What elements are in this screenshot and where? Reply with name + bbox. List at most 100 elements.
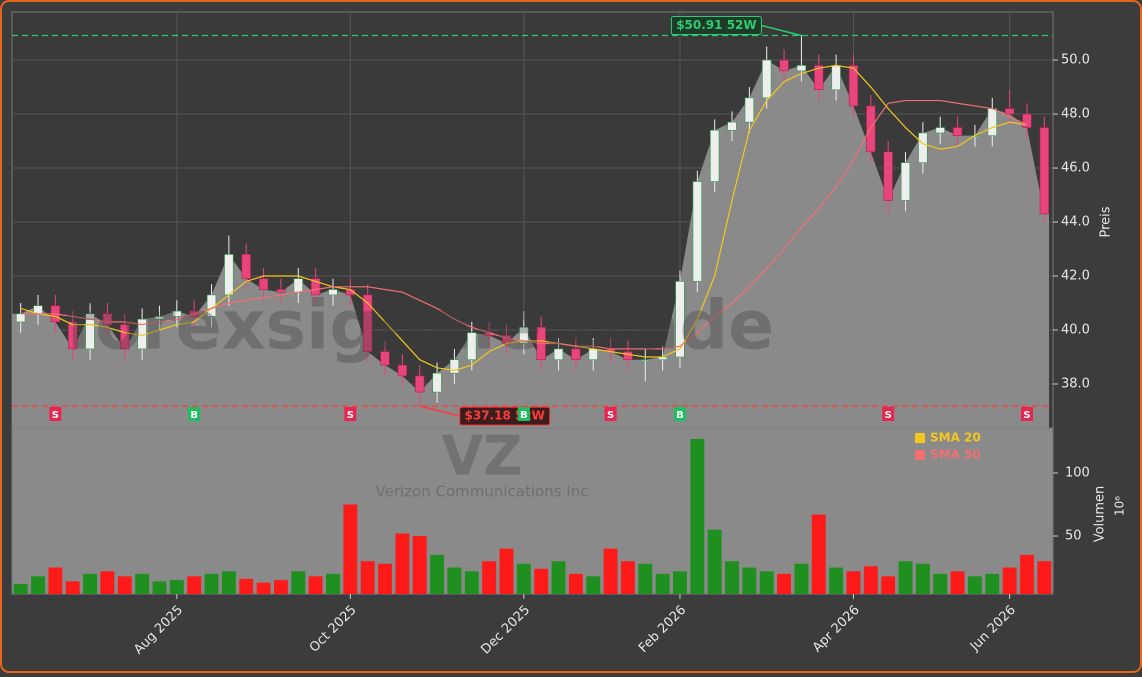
candle-body [796,65,807,72]
candle-body [553,348,564,361]
volume-bar [378,563,392,594]
volume-bar [291,571,306,594]
candle-body [16,313,26,323]
price-area [12,60,1049,429]
volume-axis-label: Volumen [1093,486,1108,543]
volume-bar [967,576,982,594]
signal-marker [49,407,62,421]
volume-bar [638,563,653,594]
signal-label: B [190,410,198,421]
volume-bar [829,567,844,594]
candle-body [623,351,633,361]
candle-body [571,348,581,361]
y-tick-label: 40.0 [1061,323,1090,338]
signal-marker [673,407,686,421]
volume-bar [83,573,98,594]
volume-bar [690,438,705,594]
candle-body [68,321,78,350]
candle-body [744,97,755,123]
volume-bar [725,561,739,594]
volume-bar [31,576,45,594]
volume-bar [447,567,462,594]
candle-body [363,294,373,352]
candle-body [883,151,893,201]
candle-body [831,65,841,91]
volume-bar [551,561,566,594]
candle-body [727,121,737,131]
annotation: $50.91 52W [676,18,756,32]
volume-bar [586,576,601,594]
y-tick-label: 42.0 [1061,269,1090,284]
volume-bar [395,533,410,594]
signal-marker [188,407,201,421]
volume-bar [13,583,28,594]
candle-body [102,313,113,325]
sma-line [20,99,1028,350]
candle-body [172,310,182,317]
legend-swatch [915,433,925,443]
candle-body [467,332,477,361]
volume-y-tick-label: 100 [1065,465,1090,480]
candle-body [258,278,269,290]
volume-bar [412,536,427,594]
signal-label: S [347,410,354,421]
candle-body [900,162,911,201]
volume-bar [100,571,115,594]
volume-bar [794,563,809,594]
volume-panel [11,427,1054,595]
candle-body [449,359,460,374]
legend-swatch [915,450,925,460]
signal-marker [604,407,617,421]
volume-bar [152,581,167,594]
volume-bar [117,576,132,594]
volume-bar [516,563,531,594]
candle-body [328,289,338,296]
volume-bar [221,571,236,594]
volume-bar [499,548,514,594]
volume-bar [915,563,930,594]
candle-body [241,254,251,280]
watermark: forexsignale.trade [66,287,775,366]
candle-body [432,372,442,393]
volume-bar [239,578,254,594]
signal-marker [882,407,895,421]
candle-body [519,327,529,344]
volume-bar [933,573,948,594]
signal-label: B [676,410,684,421]
volume-bar [65,581,80,594]
candle-body [310,278,321,296]
signal-label: S [885,410,892,421]
watermark-company: Verizon Communications Inc [376,483,589,501]
candle-body [380,351,390,366]
signal-marker [344,407,357,421]
y-tick-label: 48.0 [1061,107,1090,122]
volume-bar [135,573,150,594]
volume-bar [48,567,63,594]
candle-body [1022,113,1032,128]
candle-body [866,105,876,153]
volume-bar [846,571,861,594]
annotation-box [670,15,762,35]
volume-bar [169,580,184,594]
volume-bar [273,580,288,594]
volume-bar [707,529,722,594]
candle-body [692,181,702,282]
candle-body [120,324,130,350]
volume-bar [534,568,549,594]
volume-bar [308,576,323,594]
volume-bar [204,573,219,594]
candle-body [987,108,997,136]
volume-bar [1002,567,1017,594]
candle-body [415,375,425,393]
volume-bar [568,573,583,594]
candle-body [85,313,95,350]
volume-bar [881,576,896,594]
legend-label: SMA 20 [930,431,981,445]
y-axis-label: Preis [1099,206,1114,237]
y-tick-label: 50.0 [1061,53,1090,68]
candle-body [276,289,286,293]
volume-bar [343,504,358,594]
candle-body [935,127,945,134]
volume-bar [898,561,913,594]
